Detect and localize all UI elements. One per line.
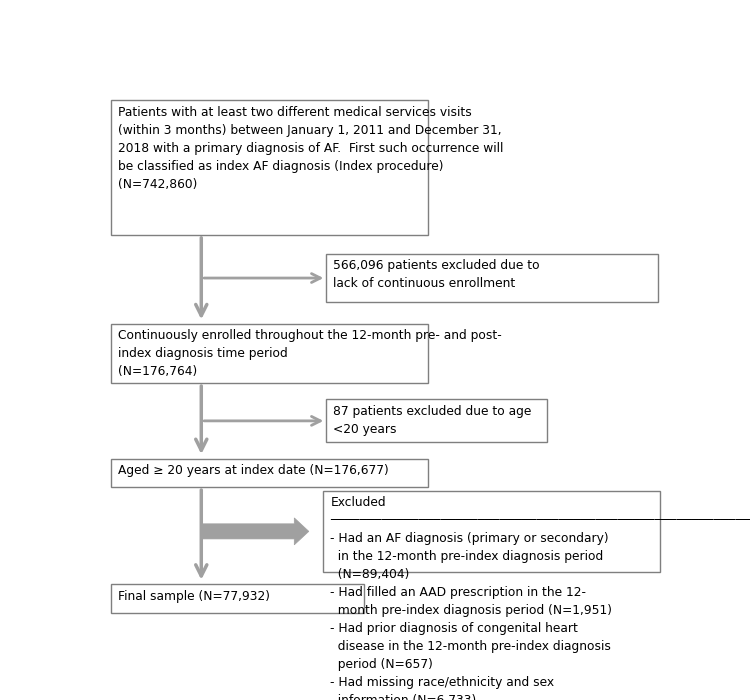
FancyBboxPatch shape: [326, 399, 547, 442]
FancyBboxPatch shape: [111, 324, 428, 383]
Text: Final sample (N=77,932): Final sample (N=77,932): [118, 589, 270, 603]
Text: Excluded
──────────────────────────────────────────────────────────
- Had an AF : Excluded ───────────────────────────────…: [330, 496, 750, 700]
Text: 87 patients excluded due to age
<20 years: 87 patients excluded due to age <20 year…: [333, 405, 532, 435]
Text: 566,096 patients excluded due to
lack of continuous enrollment: 566,096 patients excluded due to lack of…: [333, 259, 540, 290]
FancyArrow shape: [201, 518, 309, 545]
FancyBboxPatch shape: [111, 100, 428, 235]
Text: Aged ≥ 20 years at index date (N=176,677): Aged ≥ 20 years at index date (N=176,677…: [118, 464, 389, 477]
FancyBboxPatch shape: [111, 458, 428, 487]
Text: Patients with at least two different medical services visits
(within 3 months) b: Patients with at least two different med…: [118, 106, 503, 190]
Text: Continuously enrolled throughout the 12-month pre- and post-
index diagnosis tim: Continuously enrolled throughout the 12-…: [118, 329, 502, 378]
FancyBboxPatch shape: [111, 584, 364, 613]
FancyBboxPatch shape: [323, 491, 661, 572]
FancyBboxPatch shape: [326, 254, 658, 302]
